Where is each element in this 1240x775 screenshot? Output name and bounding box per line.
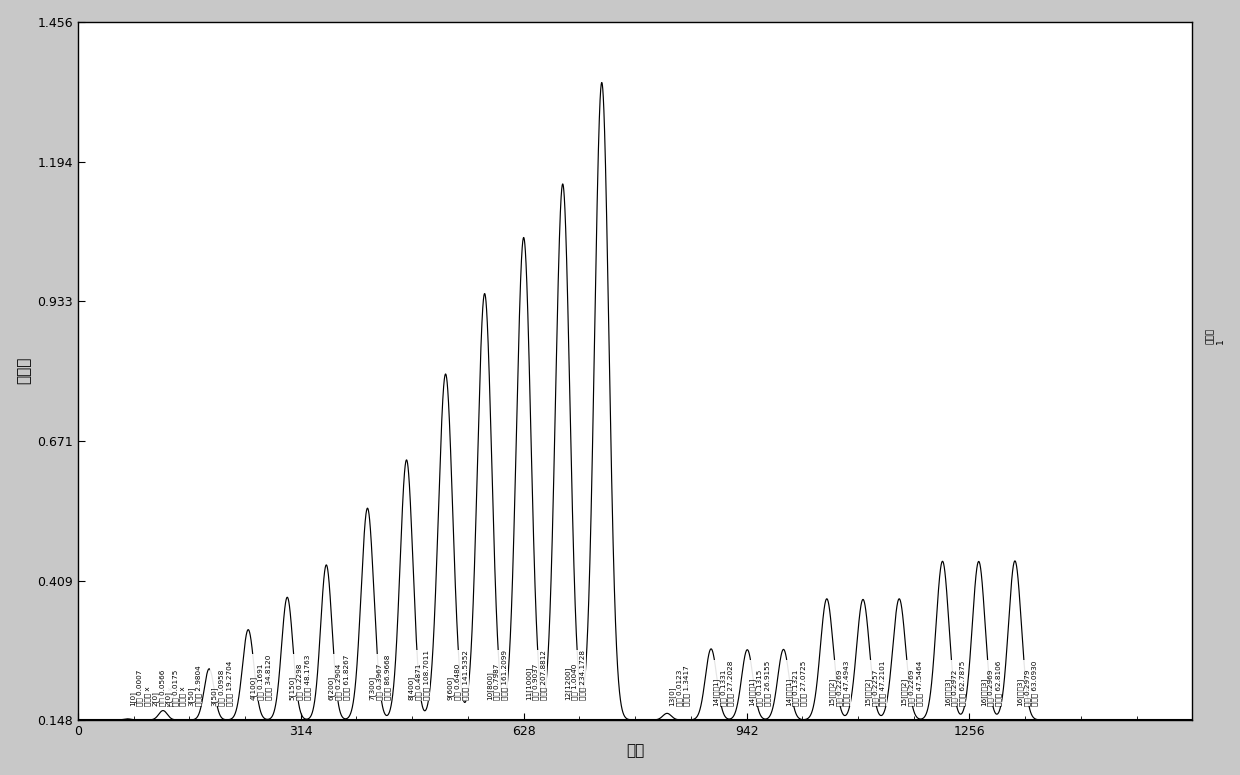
Text: 8[400]
峰高 0.4871
峰面积 108.7011: 8[400] 峰高 0.4871 峰面积 108.7011: [408, 650, 430, 700]
Text: 16[尿样3]
峰高 0.2979
峰面积 63.0930: 16[尿样3] 峰高 0.2979 峰面积 63.0930: [1017, 660, 1038, 705]
Text: 13[0]
峰高 0.0123
峰面积 1.3417: 13[0] 峰高 0.0123 峰面积 1.3417: [668, 665, 691, 705]
Text: 7[300]
峰高 0.3967
峰面积 86.9668: 7[300] 峰高 0.3967 峰面积 86.9668: [368, 655, 391, 700]
Text: 峰面积
1: 峰面积 1: [1205, 328, 1225, 344]
Text: 12[1200]
峰高 1.0040
峰面积 234.1728: 12[1200] 峰高 1.0040 峰面积 234.1728: [564, 650, 587, 700]
Y-axis label: 吸光度: 吸光度: [16, 357, 32, 384]
Text: 14[尿样1]
峰高 0.1315
峰面积 26.9155: 14[尿样1] 峰高 0.1315 峰面积 26.9155: [749, 660, 771, 705]
Text: 15[尿样2]
峰高 0.2269
峰面积 47.5464: 15[尿样2] 峰高 0.2269 峰面积 47.5464: [900, 660, 923, 705]
Text: 16[尿样3]
峰高 0.2969
峰面积 62.8106: 16[尿样3] 峰高 0.2969 峰面积 62.8106: [980, 660, 1002, 705]
Text: 1[0]
峰高 0.0007
峰面积 x
2[0]
峰高 0.0566
峰面积 x: 1[0] 峰高 0.0007 峰面积 x 2[0] 峰高 0.0566 峰面积 …: [129, 669, 174, 705]
X-axis label: 时间: 时间: [626, 743, 645, 758]
Text: 15[尿样2]
峰高 0.2269
峰面积 47.4943: 15[尿样2] 峰高 0.2269 峰面积 47.4943: [828, 660, 851, 705]
Text: 9[600]
峰高 0.6480
峰面积 141.5352: 9[600] 峰高 0.6480 峰面积 141.5352: [446, 650, 469, 700]
Text: 11[1000]
峰高 0.9037
峰面积 207.8812: 11[1000] 峰高 0.9037 峰面积 207.8812: [525, 650, 547, 700]
Text: 3[50]
峰高 0.0958
峰面积 19.2704: 3[50] 峰高 0.0958 峰面积 19.2704: [211, 660, 233, 705]
Text: 16[尿样3]
峰高 0.2972
峰面积 62.7875: 16[尿样3] 峰高 0.2972 峰面积 62.7875: [944, 660, 966, 705]
Text: 4[100]
峰高 0.1691
峰面积 34.8120: 4[100] 峰高 0.1691 峰面积 34.8120: [249, 655, 272, 700]
Text: 14[尿样1]
峰高 0.1331
峰面积 27.2028: 14[尿样1] 峰高 0.1331 峰面积 27.2028: [713, 660, 734, 705]
Text: 6[200]
峰高 0.2904
峰面积 61.8267: 6[200] 峰高 0.2904 峰面积 61.8267: [327, 655, 350, 700]
Text: 5[150]
峰高 0.2298
峰面积 48.1763: 5[150] 峰高 0.2298 峰面积 48.1763: [289, 655, 311, 700]
Text: 14[尿样1]
峰高 0.1321
峰面积 27.0725: 14[尿样1] 峰高 0.1321 峰面积 27.0725: [785, 660, 807, 705]
Text: 2[0]
峰高 0.0175
峰面积 x
3[50]
峰面积 2.9804: 2[0] 峰高 0.0175 峰面积 x 3[50] 峰面积 2.9804: [165, 665, 202, 705]
Text: 15[尿样2]
峰高 0.2257
峰面积 47.2101: 15[尿样2] 峰高 0.2257 峰面积 47.2101: [864, 660, 887, 705]
Text: 10[800]
峰高 0.7987
峰面积 161.2099: 10[800] 峰高 0.7987 峰面积 161.2099: [486, 650, 508, 700]
